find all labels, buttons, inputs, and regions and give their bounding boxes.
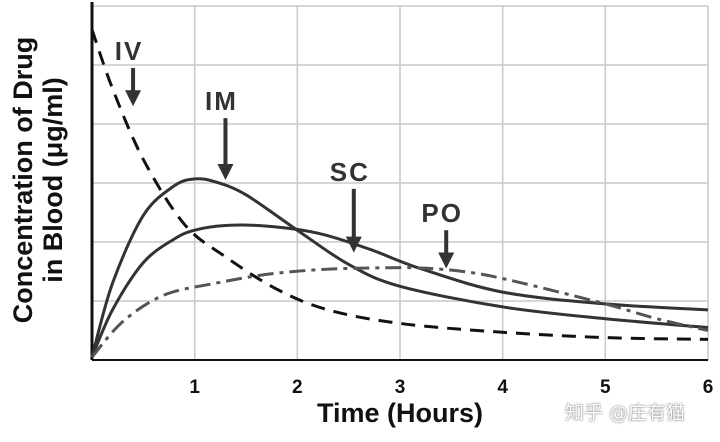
annotation-im: IM [205,86,238,181]
x-axis-label: Time (Hours) [316,398,484,428]
series-line-po [90,266,709,359]
annotation-label-po: PO [421,198,463,228]
x-tick-label: 5 [600,377,611,398]
series-line-im [90,177,709,358]
annotation-arrow-head [125,90,142,107]
grid-lines [92,5,709,360]
x-tick-label: 6 [703,377,714,398]
series-lines [90,29,709,359]
x-tick-label: 4 [497,377,508,398]
annotation-sc: SC [330,157,370,253]
annotations: IV IM SC PO [115,36,463,269]
annotation-label-iv: IV [115,36,144,66]
annotation-arrow-head [217,164,234,181]
watermark: 知乎 @庄有猫 [565,402,686,424]
axes [90,2,708,361]
x-tick-label: 2 [292,377,303,398]
series-line-sc [90,223,709,358]
x-tick-label: 1 [189,377,200,398]
annotation-label-im: IM [205,86,238,116]
y-axis-label-line-2: in Blood (μg/ml) [38,77,68,283]
y-axis-label: Concentration of Drug in Blood (μg/ml) [2,0,74,360]
series-line-iv [90,29,709,341]
annotation-label-sc: SC [330,157,370,187]
annotation-po: PO [421,198,463,269]
x-tick-label: 3 [395,377,406,398]
x-tick-labels: 1 2 3 4 5 6 [189,377,713,398]
annotation-arrow-head [438,252,455,269]
annotation-iv: IV [115,36,144,107]
annotation-arrow-head [345,236,362,253]
y-axis-label-line-1: Concentration of Drug [8,36,38,324]
